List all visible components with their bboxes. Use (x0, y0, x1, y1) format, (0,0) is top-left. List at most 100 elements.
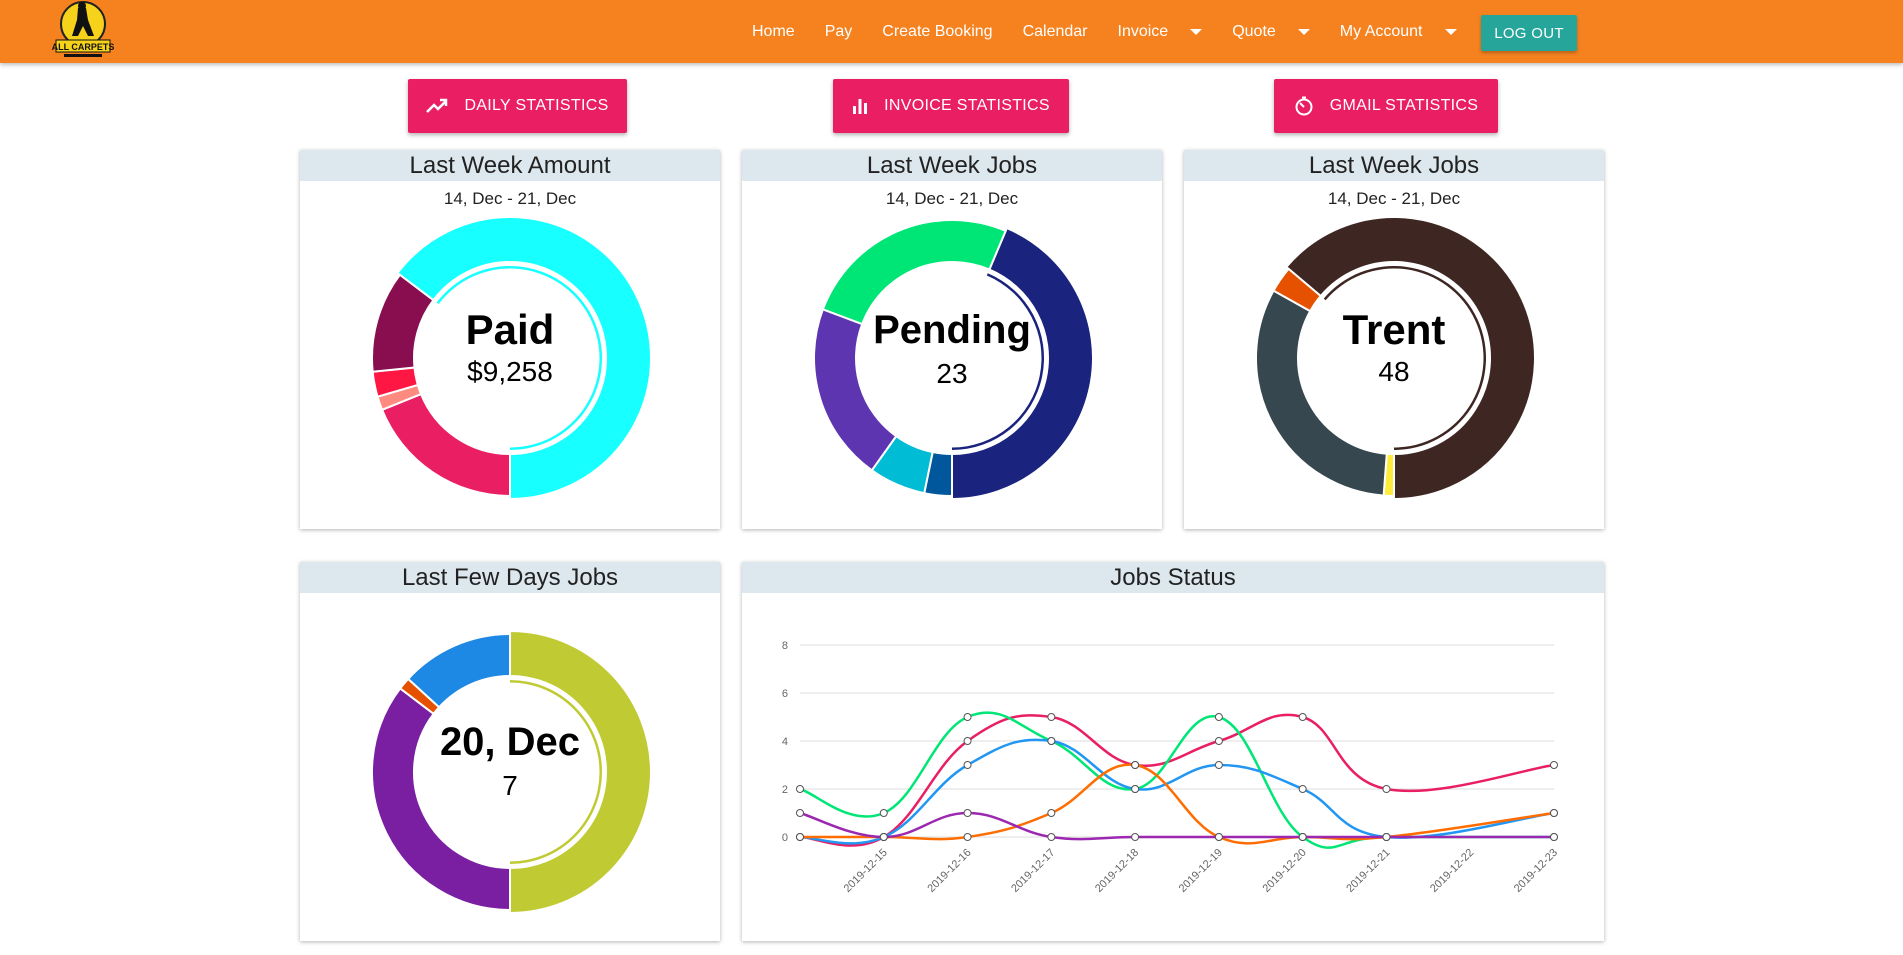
data-point[interactable] (1047, 737, 1056, 745)
donut-slice[interactable] (1255, 289, 1388, 497)
y-tick-label: 2 (782, 784, 788, 796)
y-tick-label: 8 (782, 640, 788, 652)
donut-slice[interactable] (821, 219, 1007, 326)
donut-slice[interactable] (951, 226, 1094, 501)
data-point[interactable] (796, 833, 804, 841)
caret-down-icon (1297, 28, 1310, 35)
donut-slice[interactable] (509, 629, 652, 915)
gmail-statistics-button[interactable]: GMAIL STATISTICS (1274, 79, 1498, 133)
data-point[interactable] (1047, 833, 1056, 841)
jobs-status-line-chart[interactable]: 0 2 4 6 8 2019-12-15 2019-12-16 2019-12-17 2019-… (742, 593, 1604, 933)
trending-up-icon (426, 98, 448, 113)
y-tick-label: 4 (782, 736, 788, 748)
donut-center-label: 20, Dec (439, 720, 581, 764)
donut-center-label: Paid (465, 306, 555, 353)
card-title: Last Few Days Jobs (300, 562, 720, 593)
nav-my-account-label: My Account (1339, 22, 1423, 40)
nav-my-account-dropdown[interactable]: My Account (1340, 23, 1457, 41)
nav-invoice-dropdown[interactable]: Invoice (1118, 23, 1203, 41)
nav-calendar[interactable]: Calendar (1023, 23, 1088, 41)
jobs-donut-chart[interactable]: Pending 23 (810, 216, 1094, 501)
logo-text: ALL CARPETS (52, 42, 115, 52)
y-tick-label: 0 (782, 832, 788, 844)
donut-center-value: $9,258 (467, 356, 553, 387)
data-point[interactable] (1550, 761, 1558, 769)
caret-down-icon (1190, 28, 1203, 35)
invoice-statistics-label: INVOICE STATISTICS (884, 97, 1050, 114)
card-title: Last Week Amount (300, 150, 720, 181)
data-point[interactable] (879, 809, 888, 817)
nav-pay[interactable]: Pay (825, 23, 853, 41)
x-tick-label: 2019-12-18 (1093, 847, 1141, 895)
daily-statistics-label: DAILY STATISTICS (464, 97, 609, 114)
data-point[interactable] (1131, 833, 1140, 841)
data-point[interactable] (963, 809, 972, 817)
staff-donut-chart[interactable]: Trent 48 (1252, 216, 1536, 501)
data-point[interactable] (1214, 713, 1223, 721)
gmail-statistics-label: GMAIL STATISTICS (1329, 97, 1479, 114)
donut-slice[interactable] (396, 216, 652, 501)
top-navbar: ALL CARPETS Home Pay Create Booking Cale… (0, 0, 1903, 63)
x-tick-label: 2019-12-20 (1261, 847, 1309, 895)
data-point[interactable] (1214, 761, 1223, 769)
donut-slice[interactable] (406, 632, 511, 709)
donut-slice[interactable] (1284, 216, 1536, 501)
data-point[interactable] (1298, 713, 1307, 721)
series-line[interactable] (799, 811, 1554, 841)
nav-create-booking[interactable]: Create Booking (882, 23, 992, 41)
date-range: 14, Dec - 21, Dec (885, 189, 1019, 208)
nav-calendar-label: Calendar (1022, 22, 1088, 40)
x-tick-label: 2019-12-21 (1344, 847, 1392, 895)
last-week-amount-card: Last Week Amount 14, Dec - 21, Dec Paid … (300, 150, 720, 529)
data-point[interactable] (1131, 761, 1140, 769)
card-title: Last Week Jobs (742, 150, 1162, 181)
date-range: 14, Dec - 21, Dec (1327, 189, 1461, 208)
data-point[interactable] (796, 785, 804, 793)
donut-center-label: Pending (873, 308, 1031, 352)
data-point[interactable] (1047, 809, 1056, 817)
nav-home[interactable]: Home (752, 23, 795, 41)
donut-center-value: 23 (936, 358, 968, 389)
staff-donut-svg (1255, 216, 1536, 501)
highlight-ring (1323, 266, 1486, 450)
data-point[interactable] (963, 833, 972, 841)
data-point[interactable] (1131, 785, 1140, 793)
donut-slice[interactable] (1272, 267, 1323, 313)
amount-donut-chart[interactable]: Paid $9,258 (368, 216, 652, 501)
logout-button[interactable]: LOG OUT (1481, 15, 1577, 51)
nav-invoice-label: Invoice (1117, 22, 1169, 40)
data-point[interactable] (1047, 713, 1056, 721)
card-title: Jobs Status (742, 562, 1604, 593)
few-days-donut-chart[interactable]: 20, Dec 7 (368, 629, 652, 915)
data-point[interactable] (1550, 809, 1558, 817)
donut-center-value: 7 (502, 770, 518, 801)
donut-slice[interactable] (380, 392, 511, 498)
data-point[interactable] (1382, 785, 1391, 793)
last-few-days-jobs-card: Last Few Days Jobs 20, Dec 7 (300, 562, 720, 941)
all-carpets-logo[interactable]: ALL CARPETS (50, 0, 116, 62)
date-range: 14, Dec - 21, Dec (443, 189, 577, 208)
data-point[interactable] (963, 713, 972, 721)
data-point[interactable] (1214, 833, 1223, 841)
nav-home-label: Home (752, 22, 795, 40)
data-point[interactable] (963, 737, 972, 745)
data-point[interactable] (796, 809, 804, 817)
nav-quote-dropdown[interactable]: Quote (1232, 23, 1310, 41)
y-tick-label: 6 (782, 688, 788, 700)
invoice-statistics-button[interactable]: INVOICE STATISTICS (833, 79, 1069, 133)
donut-slice[interactable] (371, 273, 435, 373)
data-point[interactable] (1298, 785, 1307, 793)
data-point[interactable] (963, 761, 972, 769)
x-tick-label: 2019-12-19 (1177, 847, 1225, 895)
donut-slice[interactable] (371, 686, 511, 912)
daily-statistics-button[interactable]: DAILY STATISTICS (408, 79, 627, 133)
nav-pay-label: Pay (824, 22, 853, 40)
timer-icon (1295, 96, 1313, 116)
data-point[interactable] (1550, 833, 1558, 841)
card-title: Last Week Jobs (1184, 150, 1604, 181)
data-point[interactable] (1382, 833, 1391, 841)
data-point[interactable] (1298, 833, 1307, 841)
data-point[interactable] (879, 833, 888, 841)
series-line[interactable] (799, 738, 1555, 845)
data-point[interactable] (1214, 737, 1223, 745)
